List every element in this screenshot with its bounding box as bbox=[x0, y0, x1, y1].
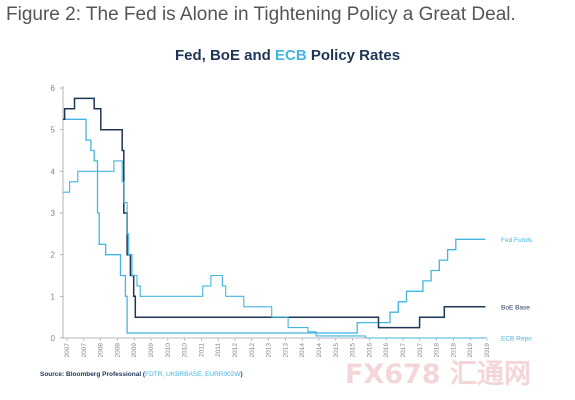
series-label-fed-funds: Fed Funds bbox=[501, 237, 533, 244]
x-axis: 2007 2007 2008 2008 2009 2009 2010 2010 2011 2011… bbox=[63, 337, 491, 358]
x-tick-label: 2012 bbox=[232, 343, 239, 358]
y-tick-label: 4 bbox=[51, 167, 56, 176]
chart-title: Fed, BoE and ECB Policy Rates bbox=[0, 47, 575, 64]
series-labels: Fed Funds BoE Base ECB Repo bbox=[501, 237, 533, 343]
series-line-ecb-repo bbox=[63, 160, 486, 339]
x-tick-label: 2009 bbox=[148, 343, 155, 358]
chart-title-ecb: ECB bbox=[274, 47, 307, 64]
watermark-logo: FX678 汇通网 bbox=[345, 359, 532, 390]
y-tick-label: 6 bbox=[51, 84, 56, 93]
y-tick-label: 0 bbox=[51, 334, 56, 343]
series-label-ecb-repo: ECB Repo bbox=[501, 336, 532, 343]
chart-title-rest: Policy Rates bbox=[306, 47, 401, 64]
figure-caption: Figure 2: The Fed is Alone in Tightening… bbox=[6, 4, 516, 25]
source-prefix: Source: Bloomberg Professional ( bbox=[40, 371, 146, 378]
x-tick-label: 2007 bbox=[81, 343, 88, 358]
chart-title-fed: Fed bbox=[174, 47, 202, 64]
x-tick-label: 2013 bbox=[282, 343, 289, 358]
x-tick-label: 2008 bbox=[98, 343, 105, 358]
x-tick-label: 2017 bbox=[400, 343, 407, 358]
x-tick-label: 2018 bbox=[450, 343, 457, 358]
y-tick-label: 3 bbox=[51, 209, 56, 218]
series-line-boe-base bbox=[63, 97, 486, 329]
chart-title-sep1: , bbox=[201, 47, 210, 64]
x-tick-label: 2015 bbox=[350, 343, 357, 358]
y-tick-label: 1 bbox=[51, 292, 56, 301]
x-tick-label: 2016 bbox=[383, 343, 390, 358]
x-tick-label: 2016 bbox=[366, 343, 373, 358]
x-tick-label: 2010 bbox=[182, 343, 189, 358]
x-tick-label: 2019 bbox=[484, 343, 491, 358]
source-note: Source: Bloomberg Professional (FDTR, UK… bbox=[40, 371, 243, 378]
source-suffix: ) bbox=[240, 371, 243, 378]
x-tick-label: 2014 bbox=[316, 343, 323, 358]
x-tick-label: 2017 bbox=[417, 343, 424, 358]
series-line-fed-funds bbox=[63, 118, 486, 334]
y-tick-label: 2 bbox=[51, 251, 56, 260]
source-codes: FDTR, UKBRBASE, EURR002W bbox=[145, 371, 241, 378]
x-tick-label: 2008 bbox=[114, 343, 121, 358]
x-tick-label: 2013 bbox=[266, 343, 273, 358]
x-tick-label: 2012 bbox=[249, 343, 256, 358]
series-label-boe-base: BoE Base bbox=[501, 304, 530, 311]
x-tick-label: 2018 bbox=[434, 343, 441, 358]
x-tick-label: 2019 bbox=[467, 343, 474, 358]
x-tick-label: 2007 bbox=[64, 343, 71, 358]
chart-title-boe: BoE bbox=[209, 47, 240, 64]
x-tick-label: 2009 bbox=[131, 343, 138, 358]
y-axis: 0 1 2 3 4 5 6 bbox=[51, 84, 64, 343]
x-tick-label: 2014 bbox=[299, 343, 306, 358]
x-tick-label: 2015 bbox=[333, 343, 340, 358]
x-tick-label: 2011 bbox=[215, 343, 222, 357]
series-lines bbox=[63, 97, 486, 339]
chart-title-sep2: and bbox=[239, 47, 275, 64]
x-tick-label: 2010 bbox=[165, 343, 172, 358]
y-tick-label: 5 bbox=[51, 126, 56, 135]
x-tick-label: 2011 bbox=[198, 343, 205, 357]
